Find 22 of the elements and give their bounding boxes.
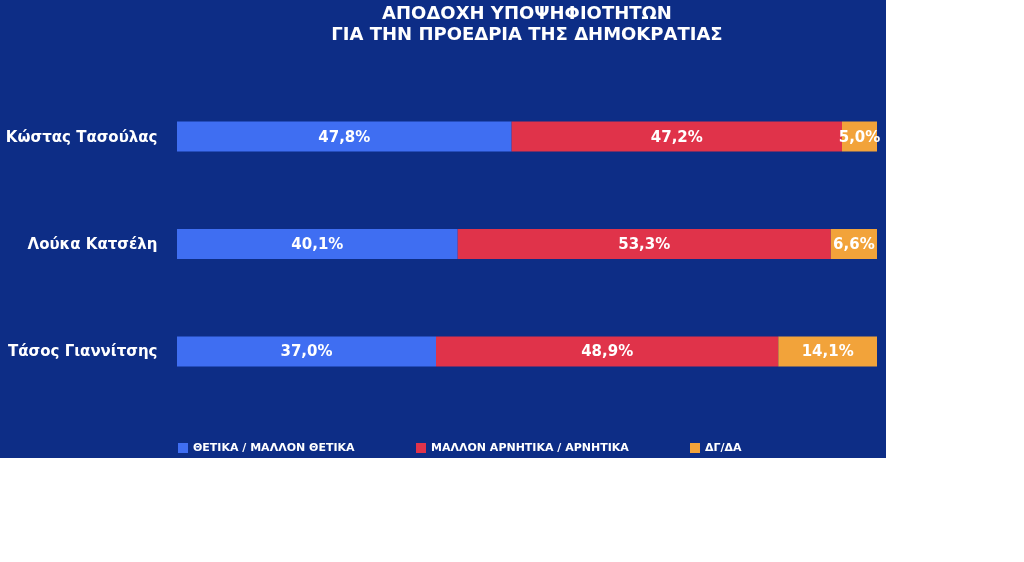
bar xyxy=(177,229,458,259)
bar xyxy=(177,336,436,367)
chart-title: ΑΠΟΔΟΧΗ ΥΠΟΨΗΦΙΟΤΗΤΩΝ xyxy=(382,2,672,23)
legend-label: ΘΕΤΙΚΑ / ΜΑΛΛΟΝ ΘΕΤΙΚΑ xyxy=(193,441,356,454)
data-label: 14,1% xyxy=(801,342,854,361)
data-label: 40,1% xyxy=(291,235,344,253)
data-label: 47,8% xyxy=(318,127,371,146)
data-label: 53,3% xyxy=(618,235,671,253)
data-label: 37,0% xyxy=(280,342,333,361)
bar xyxy=(177,121,512,152)
y-tick-label: Κώστας Τασούλας xyxy=(5,127,158,146)
chart-subtitle: ΓΙΑ ΤΗΝ ΠΡΟΕΔΡΙΑ ΤΗΣ ΔΗΜΟΚΡΑΤΙΑΣ xyxy=(331,23,723,44)
data-label: 47,2% xyxy=(650,127,703,146)
y-tick-label: Λούκα Κατσέλη xyxy=(27,235,158,253)
bar xyxy=(511,121,842,152)
legend-label: ΔΓ/ΔΑ xyxy=(705,441,743,454)
y-tick-label: Τάσος Γιαννίτσης xyxy=(8,342,158,361)
data-label: 6,6% xyxy=(833,235,875,253)
bar xyxy=(436,336,779,367)
bar xyxy=(457,229,831,259)
legend-label: ΜΑΛΛΟΝ ΑΡΝΗΤΙΚΑ / ΑΡΝΗΤΙΚΑ xyxy=(431,441,630,454)
data-label: 48,9% xyxy=(581,342,634,361)
